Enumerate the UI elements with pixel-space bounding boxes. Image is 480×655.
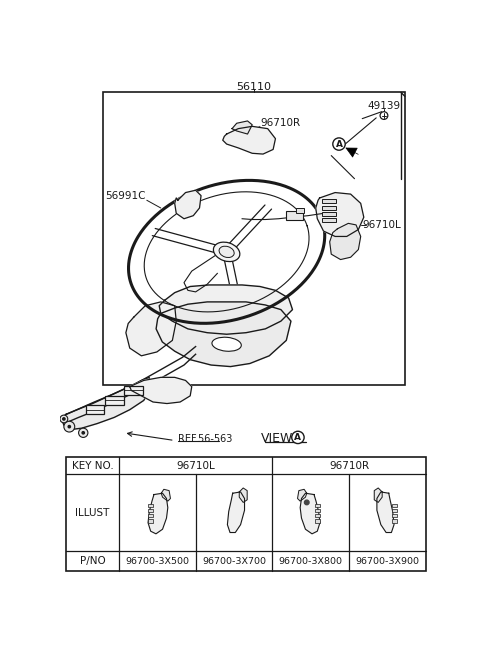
- Text: 96710L: 96710L: [176, 461, 215, 471]
- Bar: [392, 504, 396, 507]
- Bar: [322, 212, 336, 215]
- Polygon shape: [223, 126, 276, 154]
- Bar: [148, 509, 153, 512]
- Bar: [296, 208, 304, 213]
- Polygon shape: [130, 377, 192, 403]
- Ellipse shape: [219, 246, 234, 257]
- Text: 96700-3X900: 96700-3X900: [355, 557, 420, 566]
- Circle shape: [380, 112, 388, 119]
- Bar: [315, 509, 320, 512]
- Bar: [105, 396, 123, 405]
- Polygon shape: [175, 190, 201, 219]
- Circle shape: [68, 426, 71, 428]
- Text: A: A: [336, 140, 343, 149]
- Bar: [392, 509, 396, 512]
- Polygon shape: [377, 492, 394, 533]
- Bar: [286, 211, 303, 220]
- Text: ILLUST: ILLUST: [75, 508, 110, 518]
- Bar: [392, 514, 396, 517]
- Bar: [85, 405, 104, 415]
- Text: P/NO: P/NO: [80, 556, 106, 567]
- Bar: [124, 386, 143, 395]
- Text: REF.56-563: REF.56-563: [178, 434, 232, 444]
- Polygon shape: [300, 493, 320, 534]
- Text: 96710R: 96710R: [329, 461, 369, 471]
- Circle shape: [79, 428, 88, 438]
- Bar: [148, 504, 153, 507]
- Text: 49139: 49139: [367, 101, 400, 111]
- Polygon shape: [61, 377, 152, 430]
- Polygon shape: [159, 285, 292, 334]
- Bar: [315, 504, 320, 507]
- Polygon shape: [161, 489, 170, 501]
- Text: 96710R: 96710R: [260, 119, 300, 128]
- Bar: [148, 519, 153, 523]
- Text: 96700-3X800: 96700-3X800: [279, 557, 343, 566]
- Polygon shape: [232, 121, 252, 134]
- Circle shape: [63, 418, 65, 420]
- Circle shape: [64, 421, 75, 432]
- Circle shape: [82, 432, 84, 434]
- Polygon shape: [239, 488, 247, 502]
- Bar: [322, 206, 336, 210]
- Text: 96700-3X500: 96700-3X500: [125, 557, 189, 566]
- Text: KEY NO.: KEY NO.: [72, 461, 113, 471]
- Bar: [322, 200, 336, 203]
- Circle shape: [304, 500, 309, 505]
- Text: 56991C: 56991C: [105, 191, 145, 200]
- Polygon shape: [316, 193, 364, 236]
- Polygon shape: [156, 302, 291, 367]
- Bar: [148, 514, 153, 517]
- Bar: [315, 519, 320, 523]
- Ellipse shape: [212, 337, 241, 351]
- Polygon shape: [374, 488, 382, 502]
- Bar: [392, 519, 396, 523]
- Bar: [103, 92, 405, 385]
- Text: 56110: 56110: [236, 82, 271, 92]
- Polygon shape: [148, 493, 168, 534]
- Text: A: A: [294, 433, 301, 442]
- Polygon shape: [298, 489, 307, 501]
- Circle shape: [292, 431, 304, 443]
- Circle shape: [60, 415, 68, 422]
- Text: 96710L: 96710L: [362, 220, 401, 230]
- Bar: [322, 218, 336, 222]
- Text: VIEW: VIEW: [261, 432, 293, 445]
- Ellipse shape: [214, 242, 240, 261]
- Circle shape: [333, 138, 345, 150]
- Text: 96700-3X700: 96700-3X700: [202, 557, 266, 566]
- Polygon shape: [228, 492, 244, 533]
- Polygon shape: [126, 302, 176, 356]
- Bar: [315, 514, 320, 517]
- Bar: [66, 457, 426, 571]
- Polygon shape: [330, 223, 360, 259]
